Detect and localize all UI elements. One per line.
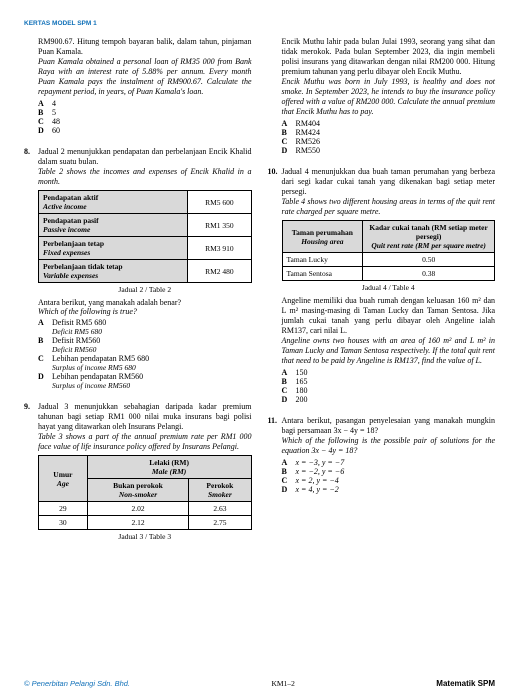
q11-stem-my: Antara berikut, pasangan penyelesaian ya… xyxy=(282,416,496,436)
q8: 8. Jadual 2 menunjukkan pendapatan dan p… xyxy=(24,147,252,390)
q8-table: Pendapatan aktifActive incomeRM5 600 Pen… xyxy=(38,190,252,283)
page-footer: © Penerbitan Pelangi Sdn. Bhd. KM1–2 Mat… xyxy=(24,679,495,688)
q11-opt-a: x = −3, y = −7 xyxy=(296,458,496,467)
q10-opt-d: 200 xyxy=(296,395,496,404)
q8-opt-c: Lebihan pendapatan RM5 680 xyxy=(52,354,149,363)
q8-stem-my: Jadual 2 menunjukkan pendapatan dan perb… xyxy=(38,147,252,167)
q10-stem2-my: Angeline memiliki dua buah rumah dengan … xyxy=(282,296,496,336)
q9-number: 9. xyxy=(24,402,38,545)
footer-copyright: © Penerbitan Pelangi Sdn. Bhd. xyxy=(24,679,130,688)
q7-continuation: RM900.67. Hitung tempoh bayaran balik, d… xyxy=(24,37,252,135)
q9-table: UmurAge Lelaki (RM)Male (RM) Bukan perok… xyxy=(38,455,252,530)
q7-opt-d: 60 xyxy=(52,126,252,135)
q7-stem-my: RM900.67. Hitung tempoh bayaran balik, d… xyxy=(38,37,252,57)
q7-opt-a: 4 xyxy=(52,99,252,108)
q9-stem-en: Table 3 shows a part of the annual premi… xyxy=(38,432,252,452)
q10-number: 10. xyxy=(268,167,282,404)
q10-stem-my: Jadual 4 menunjukkan dua buah taman peru… xyxy=(282,167,496,197)
q10-stem2-en: Angeline owns two houses with an area of… xyxy=(282,336,496,366)
q9-opt-a: RM404 xyxy=(296,119,496,128)
q8-stem2-my: Antara berikut, yang manakah adalah bena… xyxy=(38,298,252,307)
footer-subject: Matematik SPM xyxy=(436,679,495,688)
left-column: RM900.67. Hitung tempoh bayaran balik, d… xyxy=(24,37,252,557)
right-column: Encik Muthu lahir pada bulan Julai 1993,… xyxy=(268,37,496,557)
q9-caption: Jadual 3 / Table 3 xyxy=(38,532,252,541)
q10-opt-c: 180 xyxy=(296,386,496,395)
q11-opt-d: x = 4, y = −2 xyxy=(296,485,496,494)
q10: 10. Jadual 4 menunjukkan dua buah taman … xyxy=(268,167,496,404)
q9: 9. Jadual 3 menunjukkan sebahagian darip… xyxy=(24,402,252,545)
q8-opt-a: Defisit RM5 680 xyxy=(52,318,106,327)
page-header: KERTAS MODEL SPM 1 xyxy=(24,20,495,27)
q9-opt-c: RM526 xyxy=(296,137,496,146)
q8-opt-b: Defisit RM560 xyxy=(52,336,100,345)
q7-options: A4 B5 C48 D60 xyxy=(38,99,252,135)
q9-cont-en: Encik Muthu was born in July 1993, is he… xyxy=(282,77,496,117)
q9-opt-d: RM550 xyxy=(296,146,496,155)
q9-stem-my: Jadual 3 menunjukkan sebahagian daripada… xyxy=(38,402,252,432)
q10-opt-a: 150 xyxy=(296,368,496,377)
q10-table: Taman perumahanHousing area Kadar cukai … xyxy=(282,220,496,281)
q7-stem-en: Puan Kamala obtained a personal loan of … xyxy=(38,57,252,97)
q10-caption: Jadual 4 / Table 4 xyxy=(282,283,496,292)
q11: 11. Antara berikut, pasangan penyelesaia… xyxy=(268,416,496,494)
q8-stem2-en: Which of the following is true? xyxy=(38,307,252,316)
q11-number: 11. xyxy=(268,416,282,494)
q8-caption: Jadual 2 / Table 2 xyxy=(38,285,252,294)
q8-opt-d: Lebihan pendapatan RM560 xyxy=(52,372,143,381)
q8-stem-en: Table 2 shows the incomes and expenses o… xyxy=(38,167,252,187)
q11-stem-en: Which of the following is the possible p… xyxy=(282,436,496,456)
q9-opt-b: RM424 xyxy=(296,128,496,137)
q10-stem-en: Table 4 shows two different housing area… xyxy=(282,197,496,217)
q9-cont-my: Encik Muthu lahir pada bulan Julai 1993,… xyxy=(282,37,496,77)
q11-opt-b: x = −2, y = −6 xyxy=(296,467,496,476)
q7-opt-c: 48 xyxy=(52,117,252,126)
q9-continuation: Encik Muthu lahir pada bulan Julai 1993,… xyxy=(268,37,496,155)
q8-number: 8. xyxy=(24,147,38,390)
q10-opt-b: 165 xyxy=(296,377,496,386)
footer-page: KM1–2 xyxy=(271,679,294,688)
two-column-layout: RM900.67. Hitung tempoh bayaran balik, d… xyxy=(24,37,495,557)
q11-opt-c: x = 2, y = −4 xyxy=(296,476,496,485)
q7-opt-b: 5 xyxy=(52,108,252,117)
